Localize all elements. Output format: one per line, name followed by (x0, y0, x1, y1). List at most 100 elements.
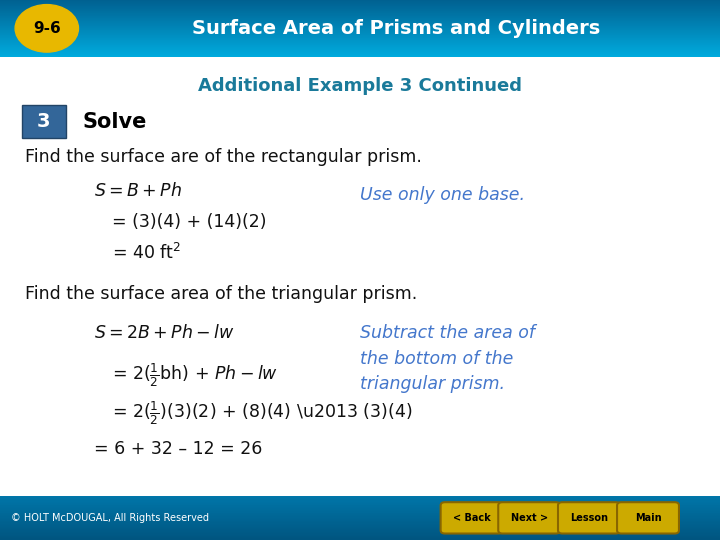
Bar (0, 530, 720, 531)
Bar (0, 20, 720, 21)
FancyBboxPatch shape (22, 105, 66, 138)
Bar (0, 41, 720, 42)
Bar (0, 14, 720, 15)
Text: = 40 ft$^2$: = 40 ft$^2$ (112, 243, 181, 264)
Bar (0, 32, 720, 33)
Bar (0, 27, 720, 28)
Bar (0, 507, 720, 508)
Bar (0, 501, 720, 502)
Text: = (3)(4) + (14)(2): = (3)(4) + (14)(2) (112, 213, 266, 231)
Bar (0, 515, 720, 516)
Text: = 2($\frac{1}{2}$)(3)(2) + (8)(4) \u2013 (3)(4): = 2($\frac{1}{2}$)(3)(2) + (8)(4) \u2013… (112, 400, 412, 428)
Bar (0, 17, 720, 18)
Bar (0, 43, 720, 44)
Circle shape (15, 5, 78, 52)
Text: Surface Area of Prisms and Cylinders: Surface Area of Prisms and Cylinders (192, 19, 600, 38)
Bar (0, 22, 720, 23)
Bar (0, 52, 720, 53)
Bar (0, 9, 720, 10)
Bar (0, 504, 720, 505)
Bar (0, 29, 720, 30)
FancyBboxPatch shape (558, 502, 620, 534)
Bar (0, 508, 720, 509)
Bar (0, 531, 720, 532)
Bar (0, 529, 720, 530)
Bar (0, 523, 720, 524)
Bar (0, 26, 720, 27)
Bar (0, 518, 720, 519)
Text: = 6 + 32 – 12 = 26: = 6 + 32 – 12 = 26 (94, 440, 262, 458)
Bar (0, 56, 720, 57)
Bar (0, 21, 720, 22)
Bar (0, 5, 720, 6)
Bar (0, 54, 720, 55)
Bar (0, 514, 720, 515)
Text: Additional Example 3 Continued: Additional Example 3 Continued (198, 77, 522, 96)
Bar (0, 526, 720, 528)
Text: $S = 2B + Ph - lw$: $S = 2B + Ph - lw$ (94, 323, 234, 342)
Bar (0, 25, 720, 26)
Bar (0, 55, 720, 56)
Bar (0, 50, 720, 51)
Text: © HOLT McDOUGAL, All Rights Reserved: © HOLT McDOUGAL, All Rights Reserved (11, 513, 209, 523)
Bar (0, 498, 720, 500)
Bar (0, 503, 720, 504)
Bar (0, 31, 720, 32)
Bar (0, 533, 720, 534)
Bar (0, 11, 720, 12)
Bar (0, 15, 720, 16)
Bar (0, 512, 720, 514)
Bar (0, 33, 720, 34)
Bar (0, 537, 720, 538)
Bar (0, 502, 720, 503)
Bar (0, 23, 720, 24)
Bar (0, 16, 720, 17)
Bar (0, 522, 720, 523)
Bar (0, 500, 720, 501)
Bar (0, 528, 720, 529)
Text: triangular prism.: triangular prism. (360, 375, 505, 394)
Bar (0, 7, 720, 8)
Text: 3: 3 (37, 112, 50, 131)
Bar (0, 517, 720, 518)
Bar (0, 511, 720, 512)
Text: $S = B + Ph$: $S = B + Ph$ (94, 181, 181, 200)
Bar (0, 28, 720, 29)
Bar (0, 2, 720, 3)
Bar (0, 38, 720, 39)
Text: Subtract the area of: Subtract the area of (360, 323, 535, 342)
Bar (0, 45, 720, 46)
Bar (0, 4, 720, 5)
Bar (0, 536, 720, 537)
Bar (0, 12, 720, 13)
Bar (0, 35, 720, 36)
Bar (0, 36, 720, 37)
Bar (0, 538, 720, 539)
Bar (0, 51, 720, 52)
FancyBboxPatch shape (498, 502, 560, 534)
Bar (0, 509, 720, 510)
Bar (0, 534, 720, 535)
Text: 9-6: 9-6 (33, 21, 60, 36)
Bar (0, 30, 720, 31)
Text: Use only one base.: Use only one base. (360, 186, 525, 204)
Bar (0, 47, 720, 48)
Bar (0, 6, 720, 7)
Bar (0, 521, 720, 522)
Text: the bottom of the: the bottom of the (360, 349, 513, 368)
Bar (0, 53, 720, 54)
Bar (0, 532, 720, 533)
Bar (0, 40, 720, 41)
Text: Main: Main (635, 513, 661, 523)
Bar (0, 496, 720, 497)
Bar (0, 18, 720, 19)
Bar (0, 8, 720, 9)
Bar (0, 1, 720, 2)
Bar (0, 0, 720, 1)
Bar (0, 535, 720, 536)
Text: Find the surface are of the rectangular prism.: Find the surface are of the rectangular … (25, 147, 422, 166)
Text: < Back: < Back (453, 513, 490, 523)
Bar (0, 13, 720, 14)
Bar (0, 505, 720, 507)
Text: = 2($\frac{1}{2}$bh) + $Ph - lw$: = 2($\frac{1}{2}$bh) + $Ph - lw$ (112, 361, 278, 389)
